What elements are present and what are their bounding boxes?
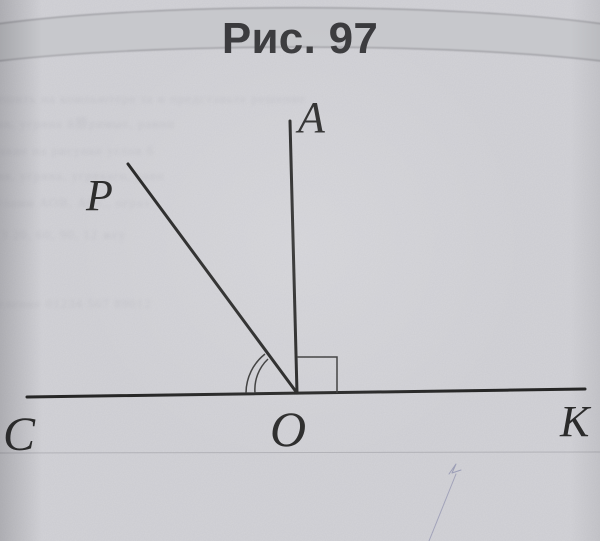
- svg-text:P: P: [85, 171, 113, 220]
- svg-text:K: K: [559, 397, 592, 446]
- svg-text:O: O: [270, 401, 306, 457]
- svg-text:A: A: [295, 93, 326, 142]
